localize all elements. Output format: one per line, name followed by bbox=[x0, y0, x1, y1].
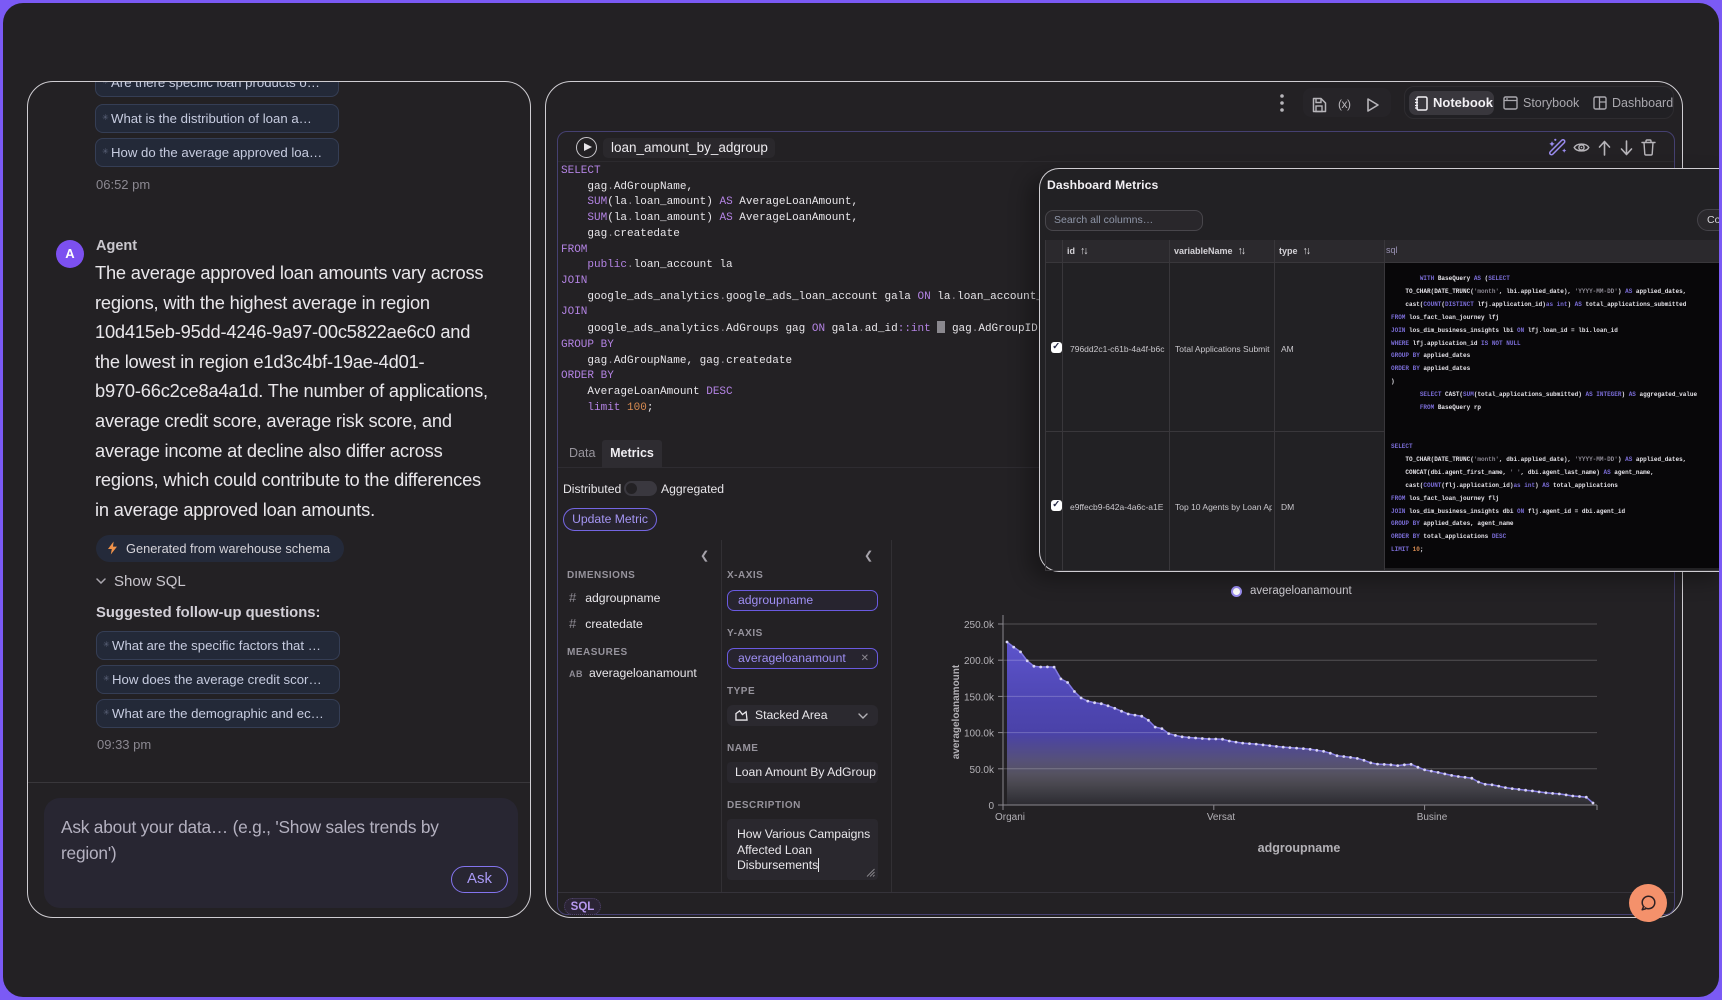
svg-text:50.0k: 50.0k bbox=[970, 765, 995, 776]
svg-text:250.0k: 250.0k bbox=[964, 620, 995, 631]
svg-text:100.0k: 100.0k bbox=[964, 729, 995, 740]
svg-text:averageloanamount: averageloanamount bbox=[951, 664, 962, 759]
svg-text:Busine: Busine bbox=[1417, 812, 1448, 823]
svg-text:Organi: Organi bbox=[995, 812, 1025, 823]
svg-text:0: 0 bbox=[988, 801, 994, 812]
svg-text:200.0k: 200.0k bbox=[964, 656, 995, 667]
svg-text:150.0k: 150.0k bbox=[964, 692, 995, 703]
svg-text:Versat: Versat bbox=[1207, 812, 1236, 823]
